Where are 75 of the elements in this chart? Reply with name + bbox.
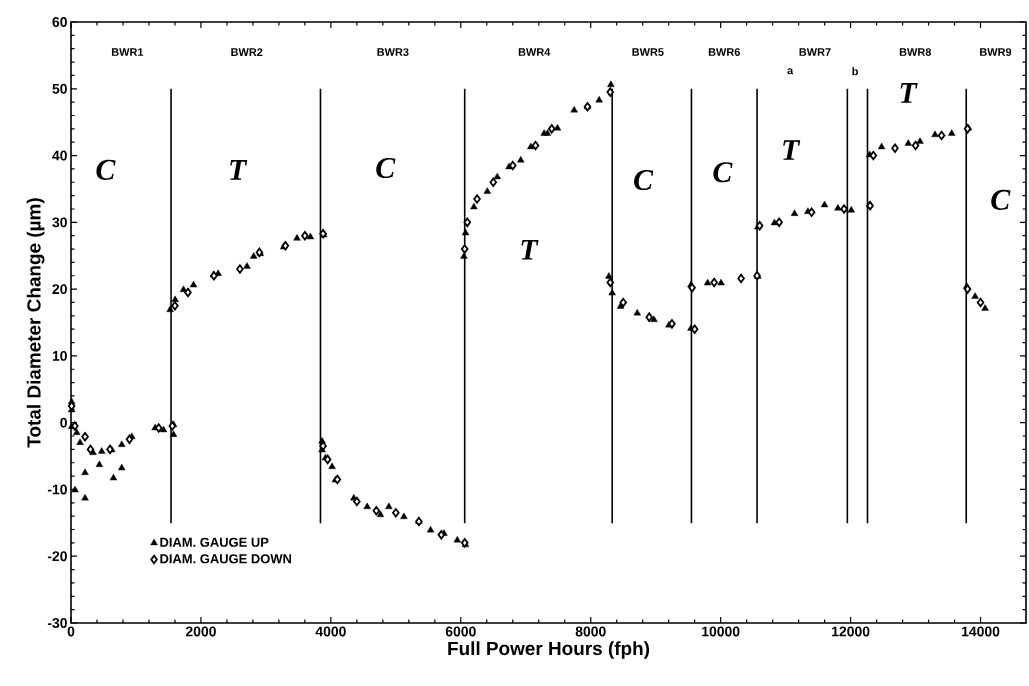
x-tick-label: 8000 bbox=[575, 626, 606, 637]
y-tick-label: 20 bbox=[52, 284, 67, 295]
annotation: BWR4 bbox=[518, 48, 551, 56]
annotation: BWR3 bbox=[377, 48, 409, 56]
point bbox=[473, 194, 481, 204]
point bbox=[460, 244, 469, 254]
point bbox=[489, 177, 498, 187]
point bbox=[509, 160, 517, 171]
annotation: T bbox=[900, 83, 918, 103]
point bbox=[840, 204, 848, 214]
annotation: C bbox=[634, 170, 654, 191]
x-tick-label: 4000 bbox=[315, 626, 346, 637]
y-tick-label: 0 bbox=[60, 417, 67, 428]
point bbox=[911, 140, 920, 151]
point bbox=[81, 431, 89, 442]
legend-label: DIAM. GAUGE UP bbox=[160, 537, 269, 547]
point bbox=[645, 312, 653, 322]
point bbox=[737, 273, 745, 284]
legend-label: DIAM. GAUGE DOWN bbox=[160, 554, 292, 564]
point bbox=[171, 301, 179, 311]
annotation: C bbox=[713, 162, 733, 183]
point bbox=[323, 454, 332, 465]
x-tick-label: 14000 bbox=[962, 626, 1000, 637]
x-tick-label: 2000 bbox=[185, 626, 216, 637]
point bbox=[125, 434, 134, 445]
point bbox=[869, 150, 878, 161]
annotation: BWR7 bbox=[799, 48, 831, 56]
point bbox=[976, 297, 985, 308]
x-tick-label: 0 bbox=[67, 626, 75, 637]
point bbox=[548, 124, 556, 134]
annotation: BWR9 bbox=[980, 48, 1012, 56]
annotation: C bbox=[96, 159, 116, 180]
point bbox=[807, 207, 816, 218]
annotation: T bbox=[521, 239, 539, 260]
annotation: BWR6 bbox=[708, 48, 740, 56]
point bbox=[301, 230, 309, 241]
y-tick-label: -20 bbox=[47, 551, 67, 562]
point bbox=[372, 506, 381, 516]
point bbox=[937, 130, 946, 141]
point bbox=[437, 530, 446, 540]
x-tick-label: 6000 bbox=[445, 626, 476, 637]
y-tick-label: 40 bbox=[52, 150, 67, 161]
point bbox=[463, 217, 472, 228]
point bbox=[606, 87, 614, 97]
point bbox=[891, 143, 899, 153]
point bbox=[963, 284, 972, 294]
y-tick-label: 10 bbox=[52, 350, 67, 361]
point bbox=[168, 421, 177, 431]
point bbox=[86, 444, 95, 455]
annotation: C bbox=[376, 157, 396, 179]
point bbox=[353, 496, 361, 507]
y-tick-label: -10 bbox=[47, 484, 67, 495]
annotation: BWR8 bbox=[899, 48, 932, 56]
point bbox=[392, 508, 400, 518]
annotation: BWR2 bbox=[231, 48, 263, 56]
x-tick-label: 10000 bbox=[702, 626, 740, 637]
annotation: T bbox=[783, 140, 801, 160]
x-tick-label: 12000 bbox=[832, 626, 870, 637]
y-tick-label: 50 bbox=[52, 83, 67, 94]
annotation: a bbox=[787, 68, 794, 75]
annotation: BWR5 bbox=[632, 48, 664, 56]
point bbox=[236, 264, 244, 274]
annotation: BWR1 bbox=[111, 48, 144, 56]
point bbox=[710, 277, 718, 288]
x-axis-title: Full Power Hours (fph) bbox=[448, 641, 650, 659]
point bbox=[184, 287, 192, 298]
y-tick-label: 30 bbox=[52, 217, 67, 228]
annotation: T bbox=[230, 160, 248, 180]
annotation: C bbox=[991, 189, 1011, 210]
y-tick-label: 60 bbox=[52, 17, 67, 27]
y-axis-title: Total Diameter Change (µm) bbox=[26, 198, 45, 448]
annotation: b bbox=[852, 67, 858, 76]
point bbox=[688, 283, 696, 293]
y-tick-label: -30 bbox=[47, 618, 67, 628]
point bbox=[606, 277, 614, 288]
